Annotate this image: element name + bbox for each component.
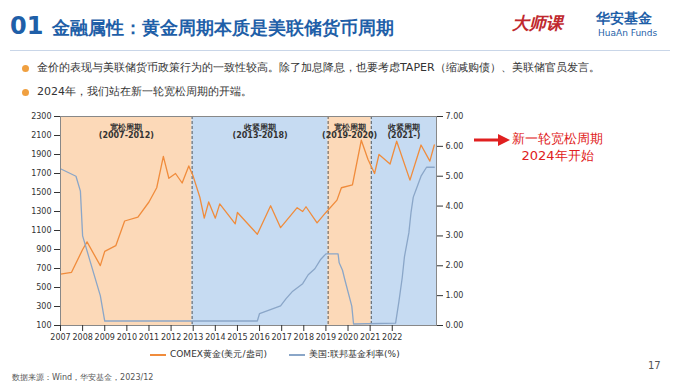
svg-text:1700: 1700 (31, 169, 51, 178)
svg-text:宽松周期(2007-2012): 宽松周期(2007-2012) (99, 122, 154, 140)
svg-text:2300: 2300 (31, 112, 51, 121)
svg-text:收紧周期(2021-): 收紧周期(2021-) (387, 123, 420, 140)
svg-text:6.00: 6.00 (446, 142, 464, 151)
svg-text:700: 700 (36, 264, 51, 273)
html-text:HuaAn Funds: HuaAn Funds (598, 28, 658, 38)
svg-text:2.00: 2.00 (446, 261, 464, 270)
svg-text:2008: 2008 (72, 333, 92, 342)
svg-text:500: 500 (36, 283, 51, 292)
svg-text:2007: 2007 (50, 333, 70, 342)
html-text:17: 17 (648, 360, 661, 371)
html-text:新一轮宽松周期: 新一轮宽松周期 (512, 131, 603, 146)
svg-text:2011: 2011 (139, 333, 159, 342)
svg-text:1100: 1100 (31, 226, 51, 235)
html-text:2024年开始: 2024年开始 (521, 148, 594, 163)
svg-text:1500: 1500 (31, 188, 51, 197)
html-text:华安基金: 华安基金 (596, 10, 652, 26)
svg-text:2014: 2014 (205, 333, 225, 342)
svg-text:2013: 2013 (183, 333, 203, 342)
svg-text:2010: 2010 (117, 333, 137, 342)
svg-text:100: 100 (36, 321, 51, 330)
svg-text:2012: 2012 (161, 333, 181, 342)
svg-text:2016: 2016 (249, 333, 269, 342)
svg-text:3.00: 3.00 (446, 231, 464, 240)
svg-text:宽松周期(2019-2020): 宽松周期(2019-2020) (322, 122, 377, 140)
svg-text:2018: 2018 (294, 333, 314, 342)
svg-text:2021: 2021 (360, 333, 380, 342)
svg-text:2009: 2009 (95, 333, 115, 342)
svg-text:2020: 2020 (338, 333, 358, 342)
html-text:COMEX黄金(美元/盎司): COMEX黄金(美元/盎司) (170, 349, 267, 359)
svg-text:0.00: 0.00 (446, 321, 464, 330)
html-text:数据来源：Wind，华安基金，2023/12: 数据来源：Wind，华安基金，2023/12 (12, 373, 154, 382)
html-text:美国:联邦基金利率(%): 美国:联邦基金利率(%) (309, 349, 400, 359)
svg-text:2100: 2100 (31, 131, 51, 140)
html-text:大师课: 大师课 (512, 13, 563, 33)
svg-text:900: 900 (36, 245, 51, 254)
html-text:金价的表现与美联储货币政策行为的一致性较高。除了加息降息，也: 金价的表现与美联储货币政策行为的一致性较高。除了加息降息，也要考虑TAPER（缩… (37, 61, 600, 74)
svg-text:1300: 1300 (31, 207, 51, 216)
svg-text:2017: 2017 (271, 333, 291, 342)
svg-text:2015: 2015 (227, 333, 247, 342)
svg-text:5.00: 5.00 (446, 172, 464, 181)
svg-text:2019: 2019 (316, 333, 336, 342)
svg-text:300: 300 (36, 302, 51, 311)
svg-text:收紧周期(2013-2018): 收紧周期(2013-2018) (233, 123, 288, 140)
html-text:01 金融属性：黄金周期本质是美联储货币周期: 01 金融属性：黄金周期本质是美联储货币周期 (10, 12, 394, 40)
svg-text:4.00: 4.00 (446, 202, 464, 211)
svg-text:7.00: 7.00 (446, 112, 464, 121)
svg-text:1900: 1900 (31, 150, 51, 159)
html-text:2024年，我们站在新一轮宽松周期的开端。: 2024年，我们站在新一轮宽松周期的开端。 (37, 85, 252, 98)
svg-text:2022: 2022 (382, 333, 402, 342)
svg-text:1.00: 1.00 (446, 291, 464, 300)
